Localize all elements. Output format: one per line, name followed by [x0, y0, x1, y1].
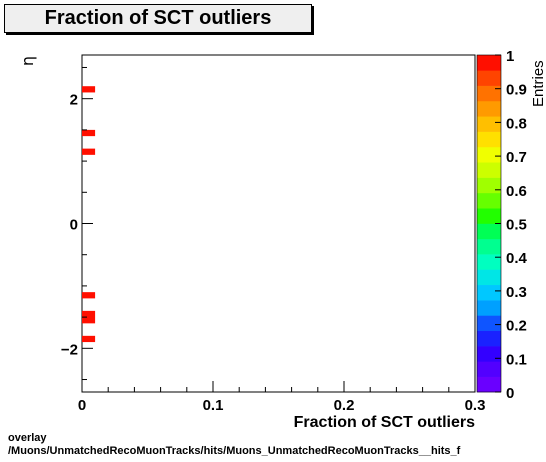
palette-step — [477, 315, 501, 332]
histogram-cell-1 — [82, 129, 96, 137]
palette-step — [477, 192, 501, 209]
palette-step — [477, 238, 501, 255]
histogram-cell-2 — [82, 148, 96, 155]
palette-step — [477, 361, 501, 377]
palette-step — [477, 55, 501, 71]
palette-step — [477, 177, 501, 194]
color-palette: 0 0.1 0.2 0.3 0.4 0.5 0.6 0.7 0.8 0.9 1 — [476, 48, 528, 402]
palette-step — [477, 85, 501, 102]
palette-step — [477, 300, 501, 316]
footer-overlay-label: overlay — [8, 432, 47, 444]
palette-tick-label: 0.2 — [506, 318, 527, 335]
histogram-cell-5 — [82, 335, 96, 343]
palette-step — [477, 254, 501, 270]
palette-tick-label: 0.7 — [506, 149, 527, 166]
y-tick-label: −2 — [61, 341, 78, 358]
palette-tick-label: 0.1 — [506, 351, 527, 368]
palette-step — [477, 162, 501, 178]
footer-path-label: /Muons/UnmatchedRecoMuonTracks/hits/Muon… — [8, 445, 461, 457]
histogram-cells — [82, 86, 96, 343]
palette-step — [477, 223, 501, 240]
x-tick-label: 0 — [78, 397, 86, 414]
x-tick-label: 0.2 — [334, 397, 355, 414]
palette-step — [477, 330, 501, 347]
palette-step — [477, 146, 501, 163]
y-tick-label: 2 — [70, 92, 78, 109]
histogram-cell-3 — [82, 292, 96, 299]
palette-step — [477, 116, 501, 132]
palette-tick-label: 0.8 — [506, 115, 527, 132]
histogram-cell-4 — [82, 310, 96, 324]
x-tick-label: 0.1 — [203, 397, 224, 414]
palette-step — [477, 100, 501, 117]
palette-step — [477, 208, 501, 224]
palette-tick-label: 0.4 — [506, 250, 528, 267]
palette-step — [477, 284, 501, 301]
chart-title: Fraction of SCT outliers — [4, 4, 312, 33]
plot-frame — [81, 54, 476, 393]
palette-tick-label: 1 — [506, 48, 514, 65]
z-axis-label: Entries — [530, 60, 546, 107]
palette-tick-label: 0 — [506, 385, 514, 402]
palette-tick-label: 0.6 — [506, 183, 527, 200]
palette-tick-label: 0.3 — [506, 284, 527, 301]
histogram-cell-0 — [82, 86, 96, 93]
palette-step — [477, 346, 501, 362]
y-tick-label: 0 — [70, 217, 78, 234]
x-tick-label: 0.3 — [465, 397, 486, 414]
palette-step — [477, 269, 501, 286]
palette-tick-label: 0.9 — [506, 82, 527, 99]
y-axis-label: η — [18, 56, 37, 66]
palette-step — [477, 70, 501, 86]
palette-tick-label: 0.5 — [506, 217, 527, 234]
palette-step — [477, 376, 501, 393]
palette-step — [477, 131, 501, 148]
x-axis-label: Fraction of SCT outliers — [294, 414, 475, 431]
